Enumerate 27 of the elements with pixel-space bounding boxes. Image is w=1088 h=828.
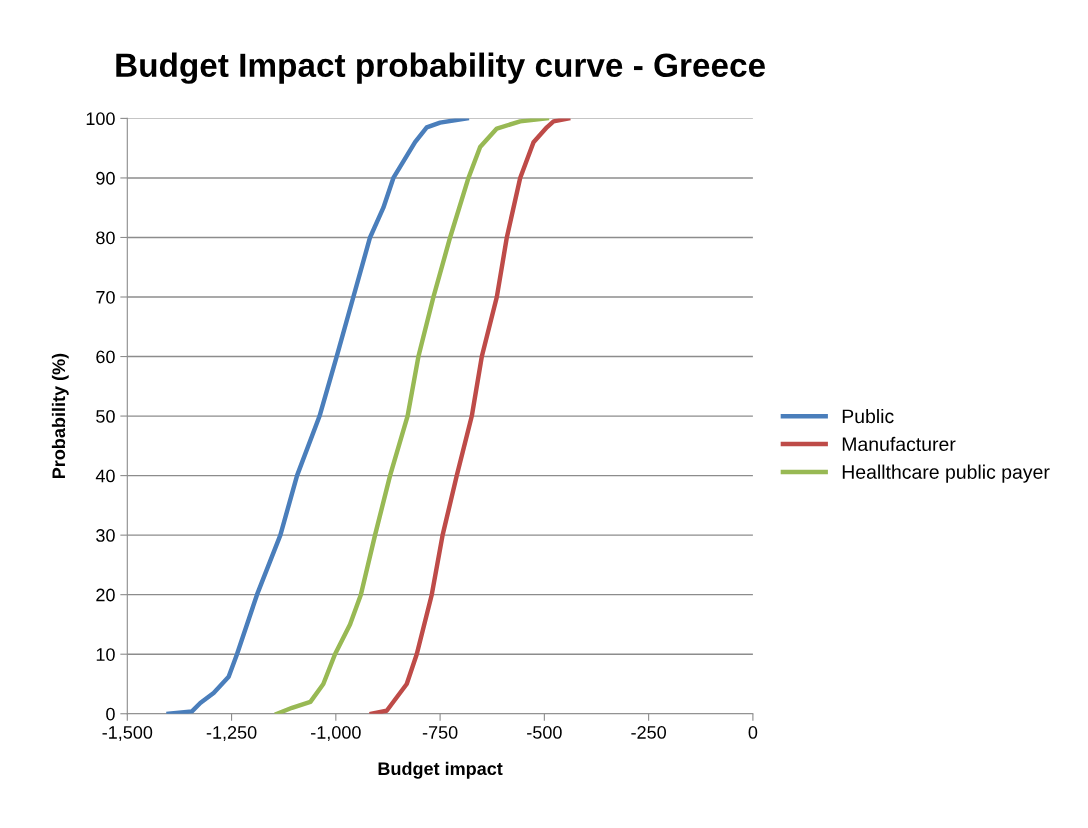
y-tick-label: 10 [96,648,115,661]
line-series [166,118,470,714]
y-tick-label: 20 [96,588,115,602]
chart-title: Budget Impact probability curve - Greece [116,52,765,84]
y-tick-label: 40 [95,469,115,483]
y-tick-label: 100 [86,112,115,126]
x-tick-label: 0 [748,726,758,739]
x-tick-label: -1,250 [206,726,257,741]
y-tick-label: 60 [96,350,115,364]
y-tick-label: 90 [96,171,115,185]
y-tick-label: 0 [106,707,115,721]
x-tick-label: -750 [422,726,458,739]
legend-label: Public [842,408,894,424]
x-axis-title: Budget impact [378,761,503,779]
y-tick-label: 80 [96,231,115,245]
legend-label: Manufacturer [842,436,956,452]
x-tick-label: -250 [631,726,666,739]
line-series [369,118,571,714]
line-series [274,118,550,714]
y-axis-title: Probability (%) [51,353,69,479]
x-tick-label: -1,000 [311,726,361,741]
y-tick-label: 70 [96,290,115,304]
x-tick-label: -1,500 [102,726,153,741]
y-tick-label: 30 [96,529,115,542]
legend-label: Heallthcare public payer [842,464,1050,483]
x-tick-label: -500 [527,726,562,739]
y-tick-label: 50 [96,410,115,423]
